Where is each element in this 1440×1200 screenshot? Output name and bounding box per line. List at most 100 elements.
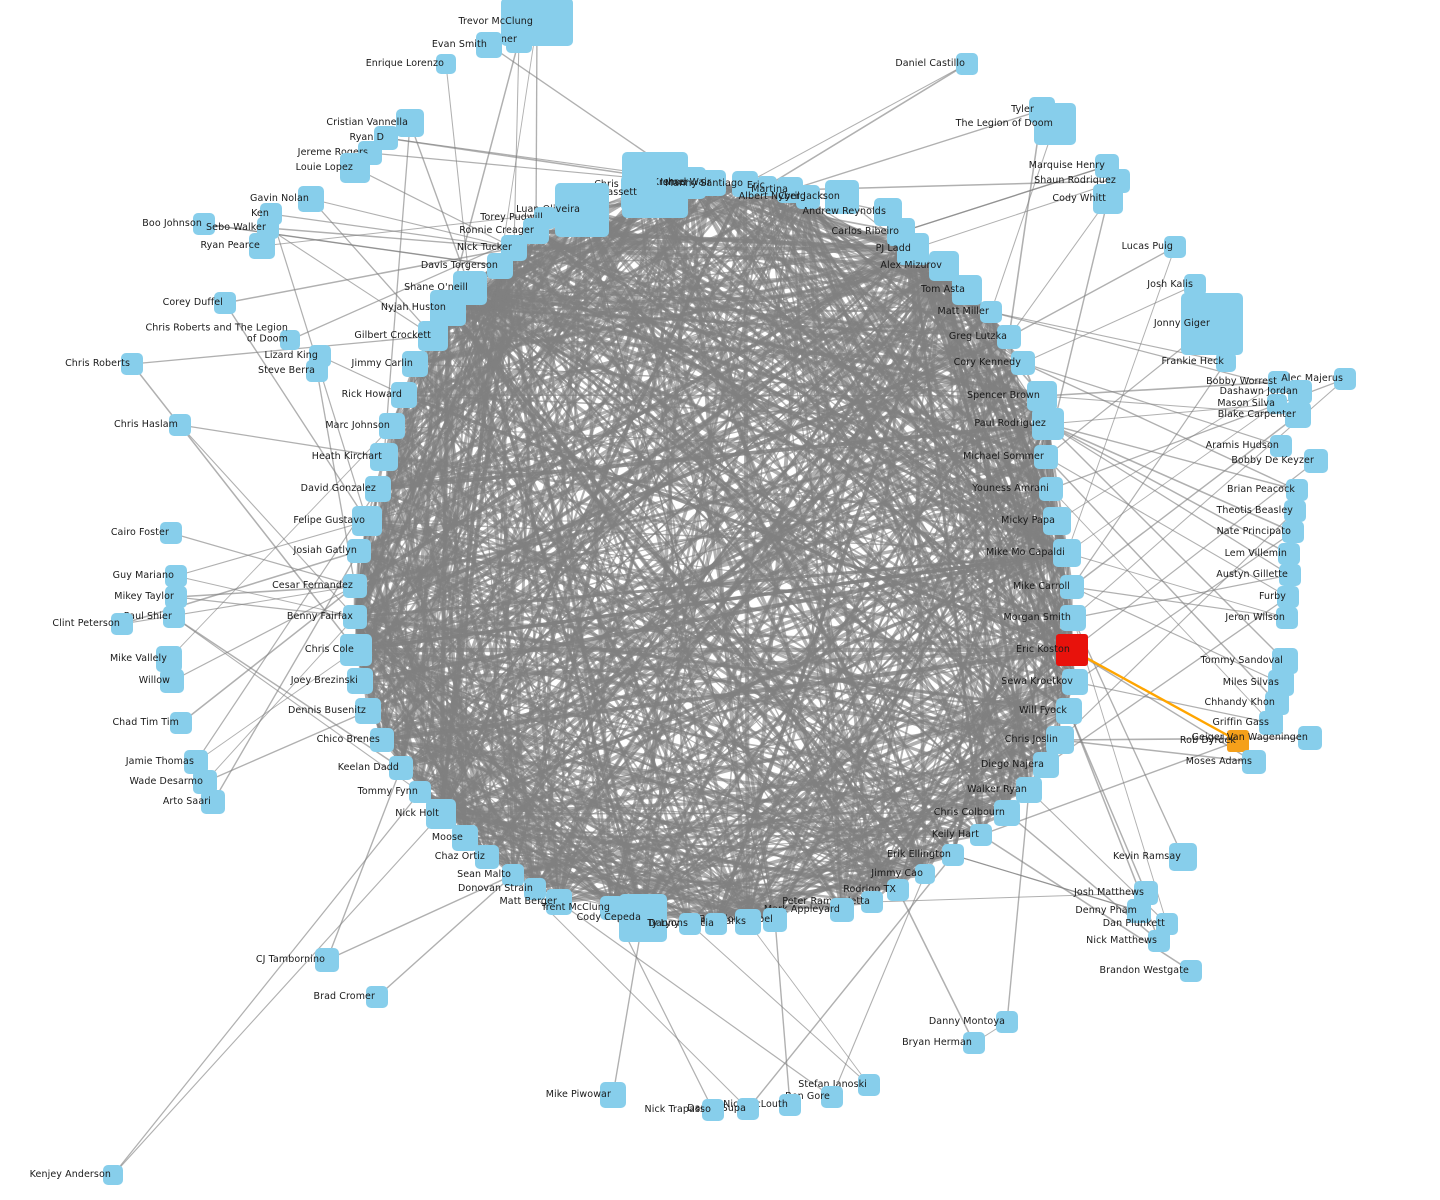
graph-node[interactable] [1169, 843, 1197, 871]
graph-node[interactable] [103, 1165, 123, 1185]
graph-node[interactable] [121, 353, 143, 375]
graph-node[interactable] [352, 506, 382, 536]
graph-node[interactable] [1034, 103, 1076, 145]
graph-node[interactable] [355, 698, 381, 724]
graph-node[interactable] [952, 275, 982, 305]
graph-node[interactable] [1056, 634, 1088, 666]
graph-node[interactable] [994, 800, 1020, 826]
graph-node[interactable] [1284, 500, 1306, 522]
graph-node[interactable] [546, 889, 572, 915]
graph-node[interactable] [365, 476, 391, 502]
graph-node[interactable] [757, 176, 777, 196]
graph-node[interactable] [165, 586, 187, 608]
graph-node[interactable] [970, 824, 992, 846]
graph-node[interactable] [1053, 539, 1081, 567]
graph-node[interactable] [980, 301, 1002, 323]
graph-node[interactable] [1278, 543, 1300, 565]
graph-node[interactable] [619, 894, 667, 942]
graph-node[interactable] [1093, 184, 1123, 214]
graph-node[interactable] [1270, 435, 1292, 457]
graph-node[interactable] [1267, 394, 1287, 414]
graph-node[interactable] [1164, 236, 1186, 258]
graph-node[interactable] [343, 605, 367, 629]
graph-node[interactable] [1268, 371, 1290, 393]
graph-node[interactable] [1034, 445, 1058, 469]
graph-node[interactable] [996, 1011, 1018, 1033]
graph-node[interactable] [160, 522, 182, 544]
graph-node[interactable] [524, 878, 546, 900]
graph-node[interactable] [315, 948, 339, 972]
graph-node[interactable] [340, 153, 370, 183]
graph-node[interactable] [942, 844, 964, 866]
graph-node[interactable] [1259, 711, 1283, 735]
graph-node[interactable] [343, 574, 367, 598]
graph-node[interactable] [1181, 293, 1243, 355]
graph-node[interactable] [249, 233, 275, 259]
graph-node[interactable] [861, 891, 883, 913]
graph-node[interactable] [396, 109, 424, 137]
graph-node[interactable] [735, 909, 761, 935]
graph-node[interactable] [1286, 479, 1308, 501]
graph-node[interactable] [476, 32, 502, 58]
graph-node[interactable] [705, 913, 727, 935]
graph-node[interactable] [1298, 726, 1322, 750]
graph-node[interactable] [732, 171, 758, 197]
graph-node[interactable] [306, 360, 328, 382]
graph-node[interactable] [523, 218, 549, 244]
graph-node[interactable] [1288, 380, 1312, 404]
graph-node[interactable] [1279, 564, 1301, 586]
graph-node[interactable] [1227, 730, 1249, 752]
graph-node[interactable] [1032, 408, 1064, 440]
graph-node[interactable] [487, 253, 513, 279]
graph-node[interactable] [506, 27, 532, 53]
graph-node[interactable] [1046, 726, 1074, 754]
graph-node[interactable] [379, 413, 405, 439]
graph-node[interactable] [475, 845, 499, 869]
graph-node[interactable] [340, 634, 372, 666]
graph-node[interactable] [402, 351, 428, 377]
graph-node[interactable] [555, 183, 609, 237]
graph-node[interactable] [887, 879, 909, 901]
graph-node[interactable] [956, 53, 978, 75]
graph-node[interactable] [897, 233, 929, 265]
graph-node[interactable] [1272, 648, 1298, 674]
graph-node[interactable] [165, 565, 187, 587]
graph-node[interactable] [702, 1099, 724, 1121]
graph-node[interactable] [370, 443, 398, 471]
graph-node[interactable] [600, 1082, 626, 1108]
graph-node[interactable] [1180, 960, 1202, 982]
graph-node[interactable] [830, 898, 854, 922]
graph-node[interactable] [1033, 752, 1059, 778]
graph-node[interactable] [1060, 575, 1084, 599]
graph-node[interactable] [426, 799, 456, 829]
graph-node[interactable] [1056, 698, 1082, 724]
graph-node[interactable] [1027, 381, 1057, 411]
graph-node[interactable] [298, 186, 324, 212]
graph-node[interactable] [1334, 368, 1356, 390]
graph-node[interactable] [700, 170, 726, 196]
graph-node[interactable] [1127, 899, 1151, 923]
graph-node[interactable] [193, 213, 215, 235]
graph-node[interactable] [963, 1032, 985, 1054]
graph-node[interactable] [1277, 586, 1299, 608]
graph-node[interactable] [347, 539, 371, 563]
graph-node[interactable] [821, 1086, 843, 1108]
graph-node[interactable] [915, 864, 935, 884]
graph-node[interactable] [825, 180, 859, 214]
graph-node[interactable] [170, 712, 192, 734]
graph-node[interactable] [347, 668, 373, 694]
graph-node[interactable] [1156, 913, 1178, 935]
graph-node[interactable] [858, 1074, 880, 1096]
graph-node[interactable] [452, 825, 478, 851]
graph-node[interactable] [763, 908, 787, 932]
graph-node[interactable] [280, 330, 300, 350]
graph-node[interactable] [430, 290, 466, 326]
graph-node[interactable] [997, 325, 1021, 349]
graph-node[interactable] [1282, 521, 1304, 543]
graph-node[interactable] [201, 790, 225, 814]
graph-node[interactable] [1016, 777, 1042, 803]
graph-node[interactable] [1060, 605, 1086, 631]
graph-node[interactable] [391, 382, 417, 408]
graph-node[interactable] [1304, 449, 1328, 473]
